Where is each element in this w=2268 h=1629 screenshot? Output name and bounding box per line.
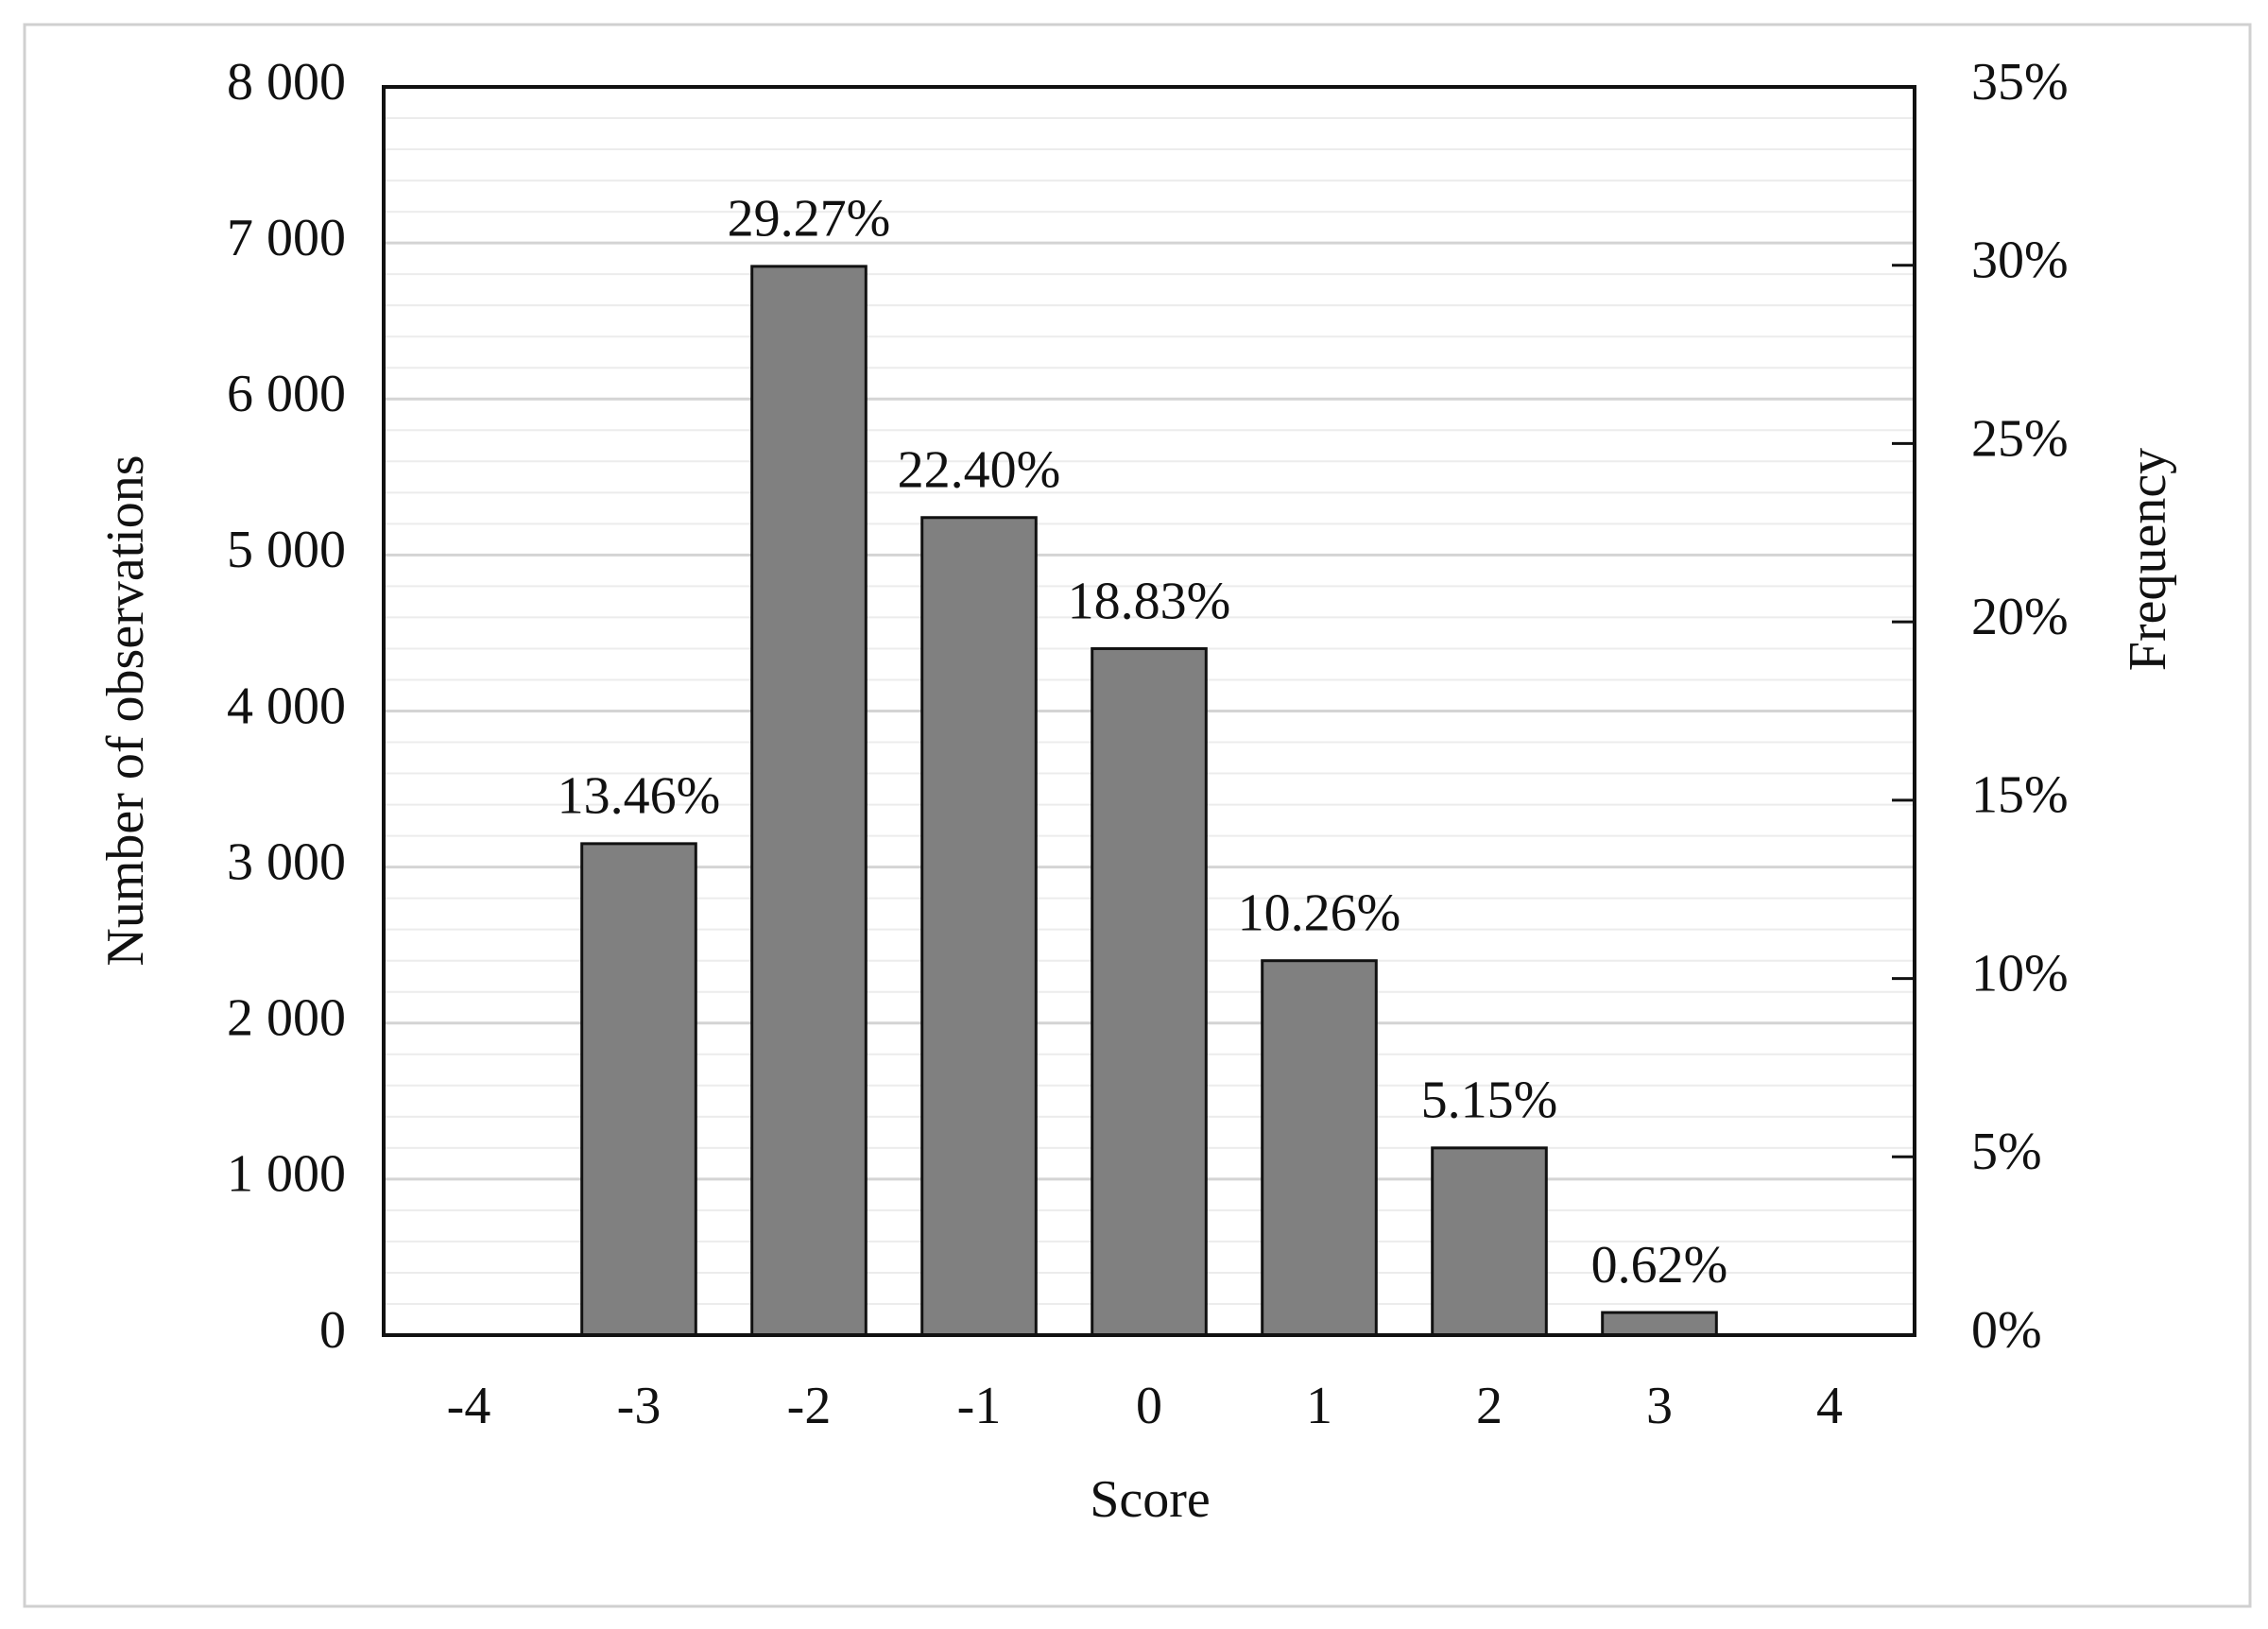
- y-tick-label: 4 000: [227, 677, 346, 735]
- x-tick-label: -2: [787, 1377, 832, 1435]
- bar: [1431, 1146, 1548, 1337]
- y2-tick-label: 5%: [1971, 1123, 2042, 1181]
- y2-tick-label: 25%: [1971, 409, 2069, 468]
- y-tick-label: 7 000: [227, 209, 346, 267]
- bar: [750, 265, 868, 1337]
- data-label: 18.83%: [1068, 572, 1231, 630]
- y2-tick-label: 10%: [1971, 944, 2069, 1003]
- y-tick-label: 3 000: [227, 832, 346, 891]
- y-tick-label: 6 000: [227, 365, 346, 423]
- data-label: 13.46%: [558, 767, 721, 826]
- plot-border: [382, 85, 1916, 1337]
- x-tick-label: 1: [1306, 1377, 1332, 1435]
- y-axis-title: Number of observations: [96, 454, 155, 966]
- data-label: 10.26%: [1238, 884, 1401, 943]
- data-label: 0.62%: [1591, 1236, 1728, 1295]
- x-tick-label: -4: [447, 1377, 491, 1435]
- x-tick-label: -3: [617, 1377, 662, 1435]
- x-tick-label: 3: [1646, 1377, 1673, 1435]
- y2-tick-label: 35%: [1971, 53, 2069, 111]
- bar: [1601, 1311, 1718, 1337]
- y-tick-label: 2 000: [227, 989, 346, 1048]
- marks: [580, 265, 1718, 1337]
- bar: [1261, 959, 1378, 1337]
- bar: [580, 842, 697, 1337]
- y-tick-label: 8 000: [227, 53, 346, 111]
- y2-axis-title: Frequency: [2119, 448, 2177, 671]
- y2-tick-label: 30%: [1971, 231, 2069, 290]
- data-label: 5.15%: [1421, 1072, 1558, 1130]
- y-tick-label: 5 000: [227, 521, 346, 579]
- x-tick-label: 4: [1816, 1377, 1843, 1435]
- x-tick-label: -1: [957, 1377, 1002, 1435]
- data-label: 29.27%: [728, 190, 891, 249]
- y-tick-label: 0: [319, 1301, 346, 1360]
- bar: [920, 516, 1038, 1337]
- y2-tick-label: 15%: [1971, 766, 2069, 825]
- y2-tick-label: 20%: [1971, 588, 2069, 646]
- y2-tick-label: 0%: [1971, 1301, 2042, 1360]
- frame: [23, 23, 2252, 1608]
- x-axis-title: Score: [1090, 1470, 1211, 1529]
- y-tick-label: 1 000: [227, 1145, 346, 1204]
- x-tick-label: 0: [1136, 1377, 1162, 1435]
- bar: [1091, 646, 1208, 1337]
- x-tick-label: 2: [1476, 1377, 1503, 1435]
- data-label: 22.40%: [898, 441, 1061, 500]
